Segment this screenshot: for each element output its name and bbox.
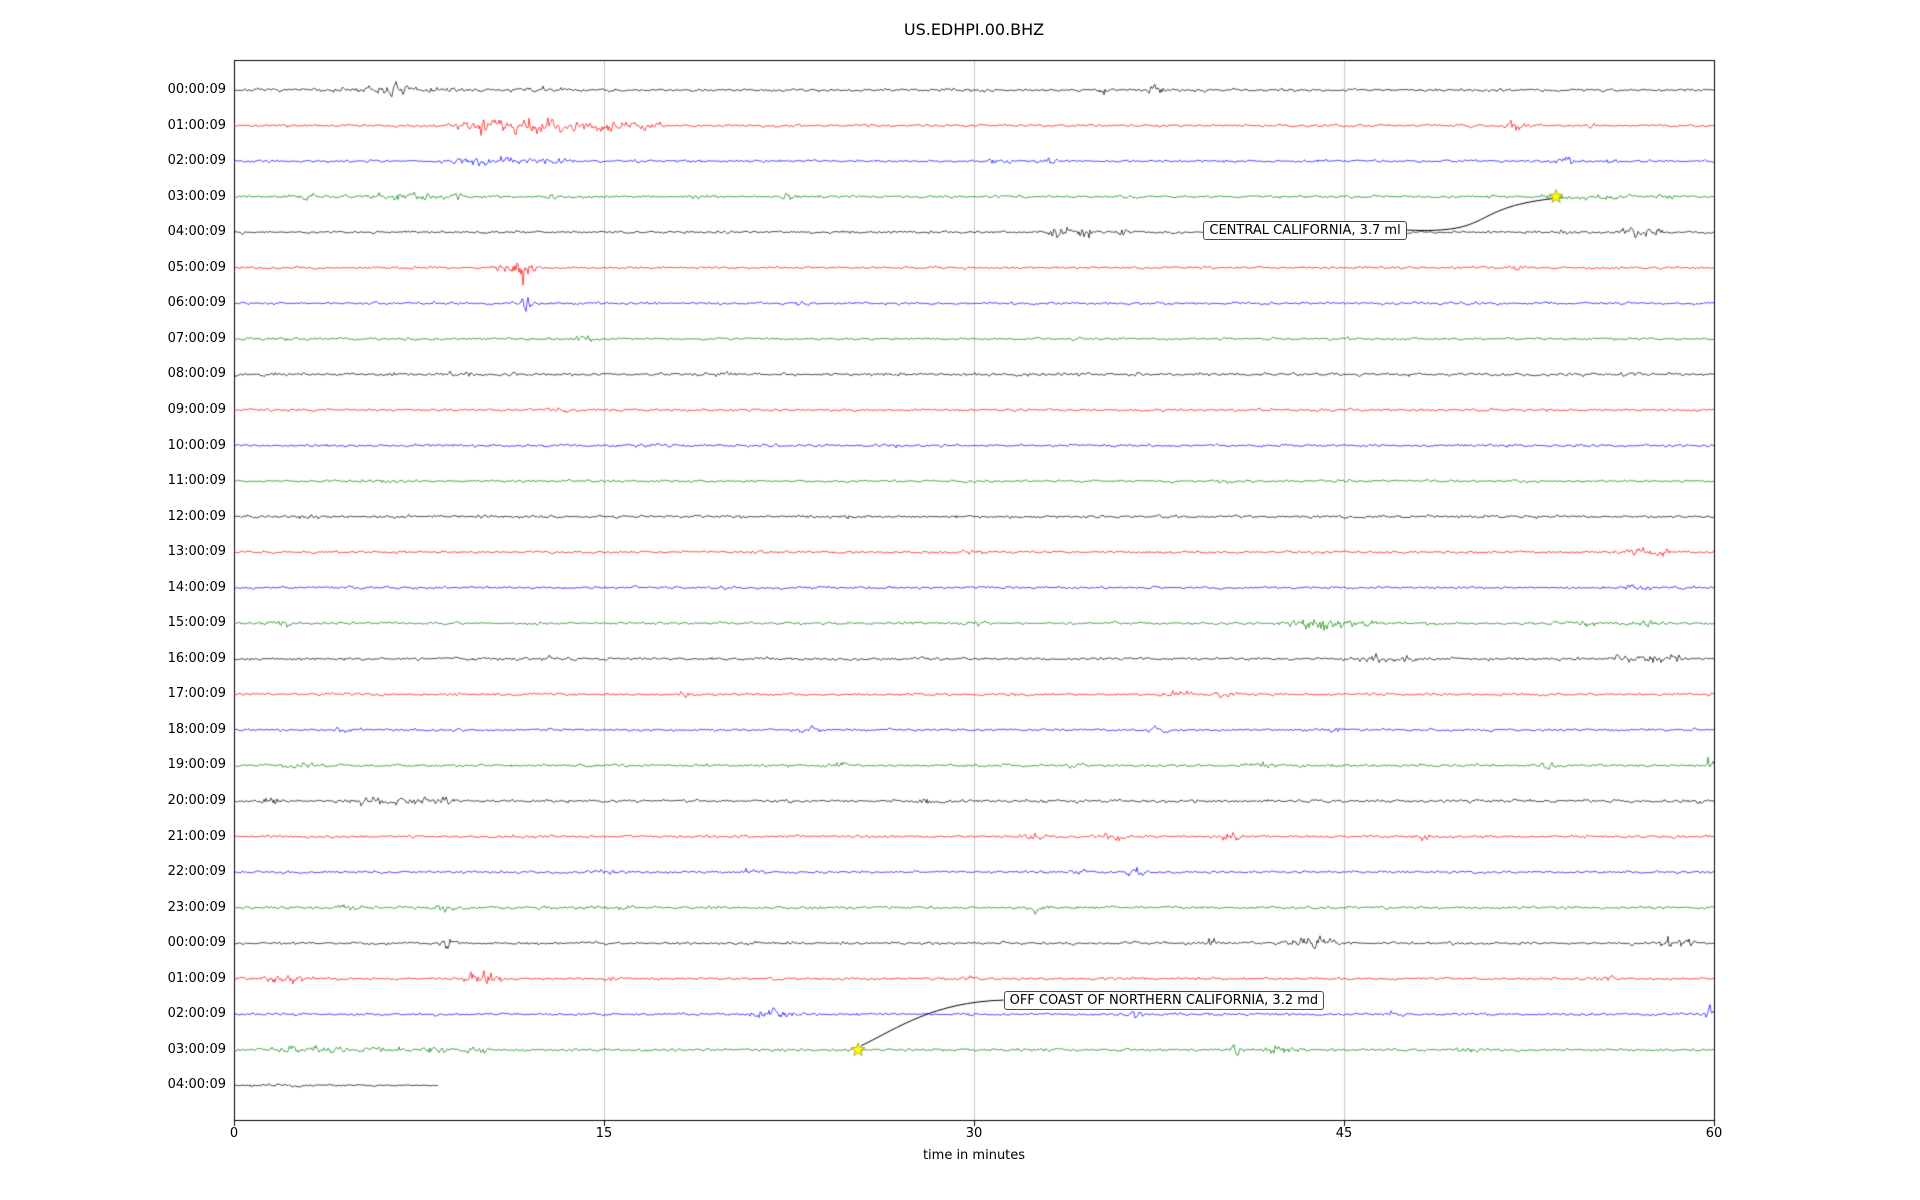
trace-label: 01:00:09	[167, 117, 226, 133]
chart-title: US.EDHPI.00.BHZ	[903, 20, 1045, 39]
event-annotation: OFF COAST OF NORTHERN CALIFORNIA, 3.2 md	[1003, 990, 1325, 1010]
trace-label: 02:00:09	[167, 153, 226, 169]
trace-label: 10:00:09	[167, 437, 226, 453]
trace-label: 19:00:09	[167, 757, 226, 773]
trace-label: 00:00:09	[167, 82, 226, 97]
trace-label: 11:00:09	[167, 473, 226, 489]
trace-label: 05:00:09	[167, 259, 226, 275]
trace-label: 09:00:09	[167, 401, 226, 417]
trace-label: 14:00:09	[167, 579, 226, 595]
trace-label: 21:00:09	[167, 828, 226, 844]
trace-label: 20:00:09	[167, 793, 226, 808]
trace-label: 03:00:09	[167, 1041, 226, 1057]
trace-label: 04:00:09	[167, 1077, 226, 1093]
trace-label: 23:00:09	[167, 899, 226, 915]
trace-label: 12:00:09	[167, 508, 226, 524]
trace-label: 08:00:09	[167, 366, 226, 382]
trace-label: 22:00:09	[167, 864, 226, 880]
x-tick-label: 30	[965, 1126, 983, 1141]
trace-label: 18:00:09	[167, 721, 226, 737]
trace-label: 00:00:09	[167, 935, 226, 951]
trace-label: 01:00:09	[167, 970, 226, 986]
trace-label: 03:00:09	[167, 188, 226, 204]
event-annotation: CENTRAL CALIFORNIA, 3.7 ml	[1203, 220, 1407, 240]
trace-label: 17:00:09	[167, 686, 226, 702]
x-tick-label: 45	[1335, 1126, 1353, 1141]
trace-label: 02:00:09	[167, 1006, 226, 1022]
x-tick-label: 0	[229, 1126, 239, 1141]
trace-label: 07:00:09	[167, 330, 226, 346]
trace-label: 15:00:09	[167, 615, 226, 631]
x-tick-label: 15	[595, 1126, 613, 1141]
x-tick-label: 60	[1705, 1126, 1723, 1141]
trace-label: 06:00:09	[167, 295, 226, 311]
trace-label: 16:00:09	[167, 650, 226, 666]
x-axis-label: time in minutes	[922, 1148, 1026, 1163]
trace-label: 13:00:09	[167, 544, 226, 560]
trace-label: 04:00:09	[167, 224, 226, 240]
